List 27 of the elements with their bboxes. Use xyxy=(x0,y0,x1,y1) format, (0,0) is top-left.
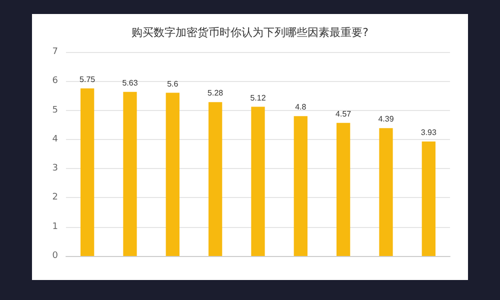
y-tick-label: 6 xyxy=(52,76,58,86)
bar xyxy=(251,106,265,256)
bar xyxy=(379,128,393,256)
y-tick-label: 5 xyxy=(52,105,58,116)
data-label: 4.8 xyxy=(295,102,307,112)
bar xyxy=(166,92,180,256)
bar xyxy=(123,92,137,256)
bar xyxy=(80,88,94,256)
data-label: 5.63 xyxy=(122,78,138,88)
bar xyxy=(336,122,350,256)
bar xyxy=(208,102,222,256)
data-label: 5.28 xyxy=(208,88,224,98)
chart-title: 购买数字加密货币时你认为下列哪些因素最重要? xyxy=(132,26,369,39)
data-label: 5.6 xyxy=(167,79,179,88)
data-label: 5.75 xyxy=(80,74,96,84)
data-label: 5.12 xyxy=(250,93,266,102)
y-tick-label: 4 xyxy=(52,134,58,144)
bar xyxy=(422,141,436,256)
data-label: 4.57 xyxy=(336,109,352,118)
bar xyxy=(294,116,308,256)
data-label: 4.39 xyxy=(378,114,394,124)
y-tick-label: 3 xyxy=(52,164,58,174)
y-tick-label: 7 xyxy=(52,47,58,57)
y-tick-label: 0 xyxy=(52,251,58,261)
y-tick-label: 2 xyxy=(52,192,58,203)
y-tick-label: 1 xyxy=(52,222,58,232)
data-label: 3.93 xyxy=(420,128,437,137)
